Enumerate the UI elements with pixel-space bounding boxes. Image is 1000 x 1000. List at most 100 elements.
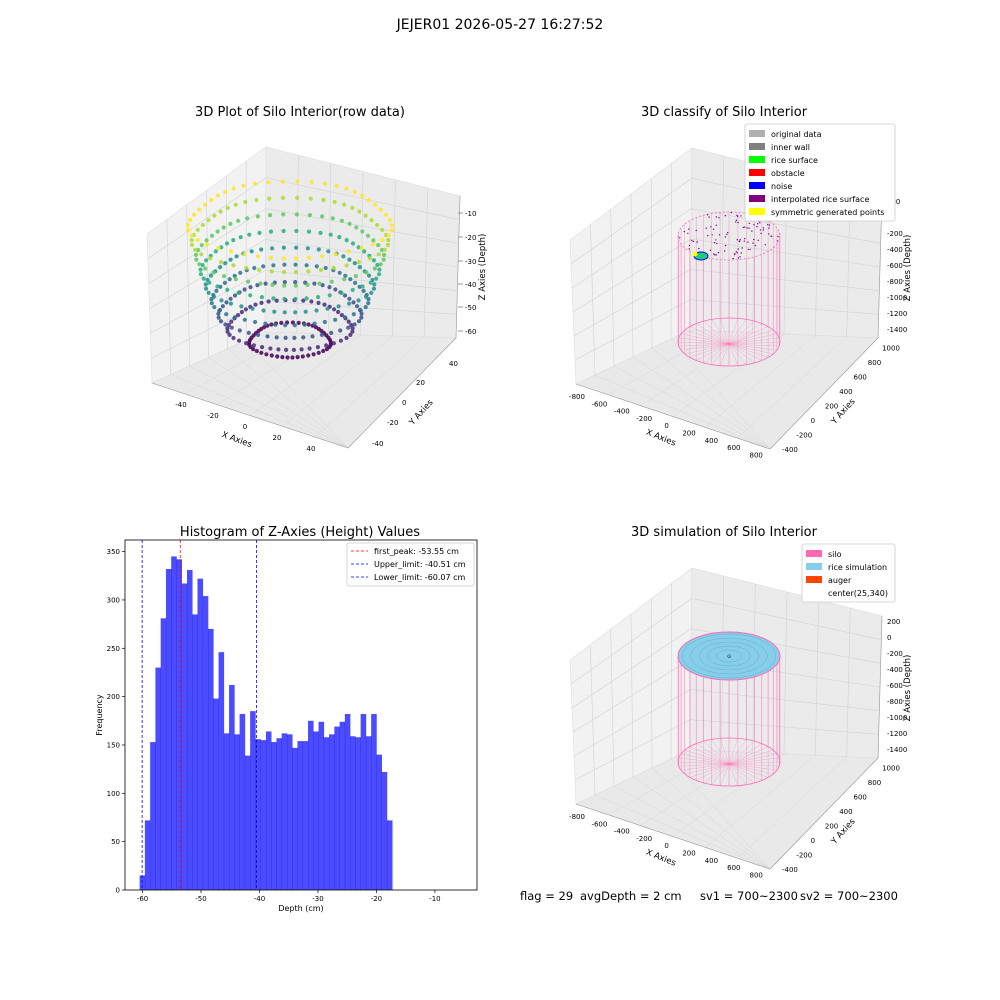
data-point [294,270,298,274]
histogram-bar [334,727,340,890]
data-point [321,198,325,202]
data-point [206,218,210,222]
data-point [333,252,337,256]
data-point [186,223,190,227]
histogram-bar [208,629,214,890]
interpolated-point [748,228,749,229]
y-tick-label: 350 [107,548,120,556]
y-tick-label: 20 [416,379,425,387]
data-point [225,288,229,292]
data-point [244,307,248,311]
y-axis-label: Y Axies [829,816,858,847]
x-tick-label: 20 [273,434,282,442]
data-point [347,297,351,301]
data-point [261,264,265,268]
data-point [309,299,313,303]
z-tick-label: -200 [887,230,903,238]
histogram-bar [219,652,225,890]
panel-title: Histogram of Z-Axies (Height) Values [180,525,420,540]
histogram-bar [187,570,193,890]
data-point [269,256,273,260]
data-point [368,256,372,260]
x-tick-label: -30 [312,895,323,903]
data-point [369,291,373,295]
data-point [189,233,193,237]
histogram-bar [387,820,393,890]
data-point [346,326,350,330]
data-point [343,293,347,297]
histogram-bar [266,731,272,890]
data-point [324,343,328,347]
x-tick-label: 0 [664,842,668,850]
interpolated-point [716,254,717,255]
interpolated-point [718,252,719,253]
back-pane-right [265,147,460,338]
data-point [348,222,352,226]
data-point [312,352,316,356]
data-point [377,252,381,256]
legend-swatch [749,130,765,137]
data-point [322,303,326,307]
data-point [290,355,294,359]
data-point [238,328,242,332]
data-point [214,289,218,293]
data-point [332,266,336,270]
interpolated-point [734,254,735,255]
data-point [219,260,223,264]
data-point [317,282,321,286]
data-point [377,268,381,272]
histogram-bars [140,556,393,890]
data-point [223,261,227,265]
interpolated-point [760,229,761,230]
data-point [313,322,317,326]
histogram-bar [287,734,293,890]
data-point [350,206,354,210]
data-point [271,296,275,300]
data-point [229,302,233,306]
data-point [281,180,285,184]
legend-swatch [806,576,822,583]
data-point [197,208,201,212]
data-point [282,297,286,301]
data-point [352,312,356,316]
interpolated-point [752,242,753,243]
z-tick-label: -10 [465,210,476,218]
legend: first_peak: -53.55 cmUpper_limit: -40.51… [347,543,474,586]
data-point [216,246,220,250]
data-point [383,248,387,252]
z-tick-label: -50 [465,304,476,312]
data-point [353,261,357,265]
data-point [386,243,390,247]
x-tick-label: 200 [682,430,695,438]
data-point [268,213,272,217]
data-point [369,281,373,285]
data-point [317,351,321,355]
data-point [327,285,331,289]
data-point [325,307,329,311]
data-point [194,253,198,257]
interpolated-point [742,247,743,248]
panel-title: 3D classify of Silo Interior [641,105,808,120]
y-tick-label: -200 [796,432,812,440]
data-point [309,197,313,201]
data-point [294,256,298,260]
x-tick-label: -600 [591,400,607,408]
data-point [337,235,341,239]
interpolated-point [727,232,728,233]
data-point [318,231,322,235]
z-tick-label: -600 [887,682,903,690]
interpolated-point [744,238,745,239]
data-point [236,219,240,223]
histogram-bar [308,721,314,890]
data-point [366,234,370,238]
interpolated-point [724,250,725,251]
data-point [375,223,379,227]
data-point [292,348,296,352]
data-point [345,263,349,267]
data-point [357,260,361,264]
histogram-bar [203,596,209,890]
legend: silorice simulationaugercenter(25,340) [802,544,895,602]
z-tick-label: -40 [465,281,476,289]
data-point [301,335,305,339]
data-point [390,228,394,232]
